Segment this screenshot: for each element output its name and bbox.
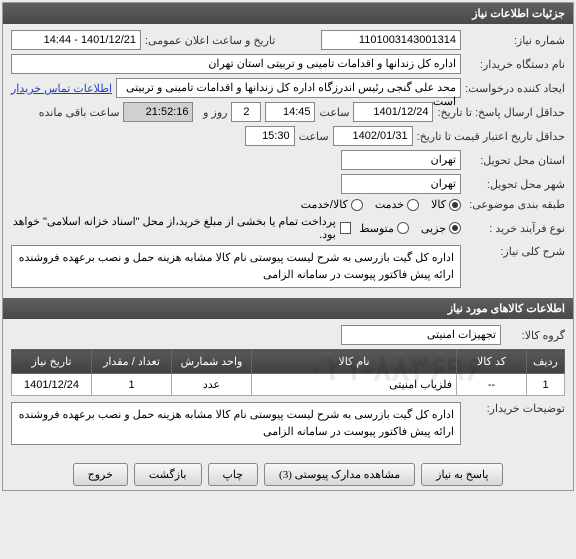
need-no-label: شماره نیاز: (465, 34, 565, 47)
deadline-label: حداقل ارسال پاسخ: تا تاریخ: (437, 106, 565, 119)
contact-link[interactable]: اطلاعات تماس خریدار (11, 82, 112, 95)
items-header: اطلاعات کالاهای مورد نیاز (3, 298, 573, 319)
place-field: تهران (341, 150, 461, 170)
announce-label: تاریخ و ساعت اعلان عمومی: (145, 34, 275, 47)
cell-row: 1 (527, 374, 565, 396)
deadline-date: 1401/12/24 (353, 102, 433, 122)
days-field: 2 (231, 102, 261, 122)
main-panel: جزئیات اطلاعات نیاز شماره نیاز: 11010031… (2, 2, 574, 491)
buyer-field: اداره کل زندانها و اقدامات تامینی و تربی… (11, 54, 461, 74)
th-unit: واحد شمارش (172, 350, 252, 374)
validity-date: 1402/01/31 (333, 126, 413, 146)
radio-dot-icon (397, 222, 409, 234)
radio-kala[interactable]: کالا (431, 198, 461, 211)
th-row: ردیف (527, 350, 565, 374)
group-field: تجهیزات امنیتی (341, 325, 501, 345)
items-body: ۰۲۱-۸۸۳۶۹۶ گروه کالا: تجهیزات امنیتی ردی… (3, 319, 573, 455)
remain-label: ساعت باقی مانده (39, 106, 120, 119)
process-radio-group: جزیی متوسط (359, 222, 461, 235)
th-date: تاریخ نیاز (12, 350, 92, 374)
attachments-button[interactable]: مشاهده مدارک پیوستی (3) (264, 463, 415, 486)
radio-kala-khadmat[interactable]: کالا/خدمت (301, 198, 363, 211)
days-label: روز و (197, 106, 227, 119)
buyer-note-box: اداره کل گیت بازرسی به شرح لیست پیوستی ن… (11, 402, 461, 445)
panel-body: شماره نیاز: 1101003143001314 تاریخ و ساع… (3, 24, 573, 298)
radio-dot-icon (407, 199, 419, 211)
creator-label: ایجاد کننده درخواست: (465, 82, 565, 95)
desc-box: اداره کل گیت بازرسی به شرح لیست پیوستی ن… (11, 245, 461, 288)
place-label: استان محل تحویل: (465, 154, 565, 167)
button-row: پاسخ به نیاز مشاهده مدارک پیوستی (3) چاپ… (3, 455, 573, 490)
buyer-note-label: توضیحات خریدار: (465, 402, 565, 415)
panel-title: جزئیات اطلاعات نیاز (3, 3, 573, 24)
validity-time: 15:30 (245, 126, 295, 146)
validity-label: حداقل تاریخ اعتبار قیمت تا تاریخ: (417, 130, 565, 143)
creator-field: محد علی گنجی رئیس اندرزگاه اداره کل زندا… (116, 78, 461, 98)
buyer-label: نام دستگاه خریدار: (465, 58, 565, 71)
city-label: شهر محل تحویل: (465, 178, 565, 191)
checkbox-icon[interactable] (340, 222, 351, 234)
cell-unit: عدد (172, 374, 252, 396)
time-label-2: ساعت (299, 130, 329, 143)
subject-group-label: طبقه بندی موضوعی: (465, 198, 565, 211)
subject-radio-group: کالا خدمت کالا/خدمت (301, 198, 461, 211)
radio-dot-icon (449, 199, 461, 211)
desc-label: شرح کلی نیاز: (465, 245, 565, 258)
cell-qty: 1 (92, 374, 172, 396)
time-label-1: ساعت (319, 106, 349, 119)
exit-button[interactable]: خروج (73, 463, 128, 486)
radio-khadmat[interactable]: خدمت (375, 198, 419, 211)
city-field: تهران (341, 174, 461, 194)
remain-time: 21:52:16 (123, 102, 193, 122)
th-qty: تعداد / مقدار (92, 350, 172, 374)
radio-dot-icon (351, 199, 363, 211)
radio-motevaset[interactable]: متوسط (359, 222, 409, 235)
deadline-time: 14:45 (265, 102, 315, 122)
process-label: نوع فرآیند خرید : (465, 222, 565, 235)
radio-dot-icon (449, 222, 461, 234)
table-header-row: ردیف کد کالا نام کالا واحد شمارش تعداد /… (12, 350, 565, 374)
radio-jozei[interactable]: جزیی (421, 222, 461, 235)
cell-date: 1401/12/24 (12, 374, 92, 396)
table-row[interactable]: 1 -- فلزیاب امنیتی عدد 1 1401/12/24 (12, 374, 565, 396)
print-button[interactable]: چاپ (208, 463, 259, 486)
th-name: نام کالا (252, 350, 457, 374)
th-code: کد کالا (457, 350, 527, 374)
need-no-field: 1101003143001314 (321, 30, 461, 50)
cell-name: فلزیاب امنیتی (252, 374, 457, 396)
reply-button[interactable]: پاسخ به نیاز (421, 463, 503, 486)
cell-code: -- (457, 374, 527, 396)
items-table: ردیف کد کالا نام کالا واحد شمارش تعداد /… (11, 349, 565, 396)
announce-field: 1401/12/21 - 14:44 (11, 30, 141, 50)
back-button[interactable]: بازگشت (134, 463, 202, 486)
payment-note: پرداخت تمام یا بخشی از مبلغ خرید،از محل … (11, 215, 351, 241)
group-label: گروه کالا: (505, 329, 565, 342)
